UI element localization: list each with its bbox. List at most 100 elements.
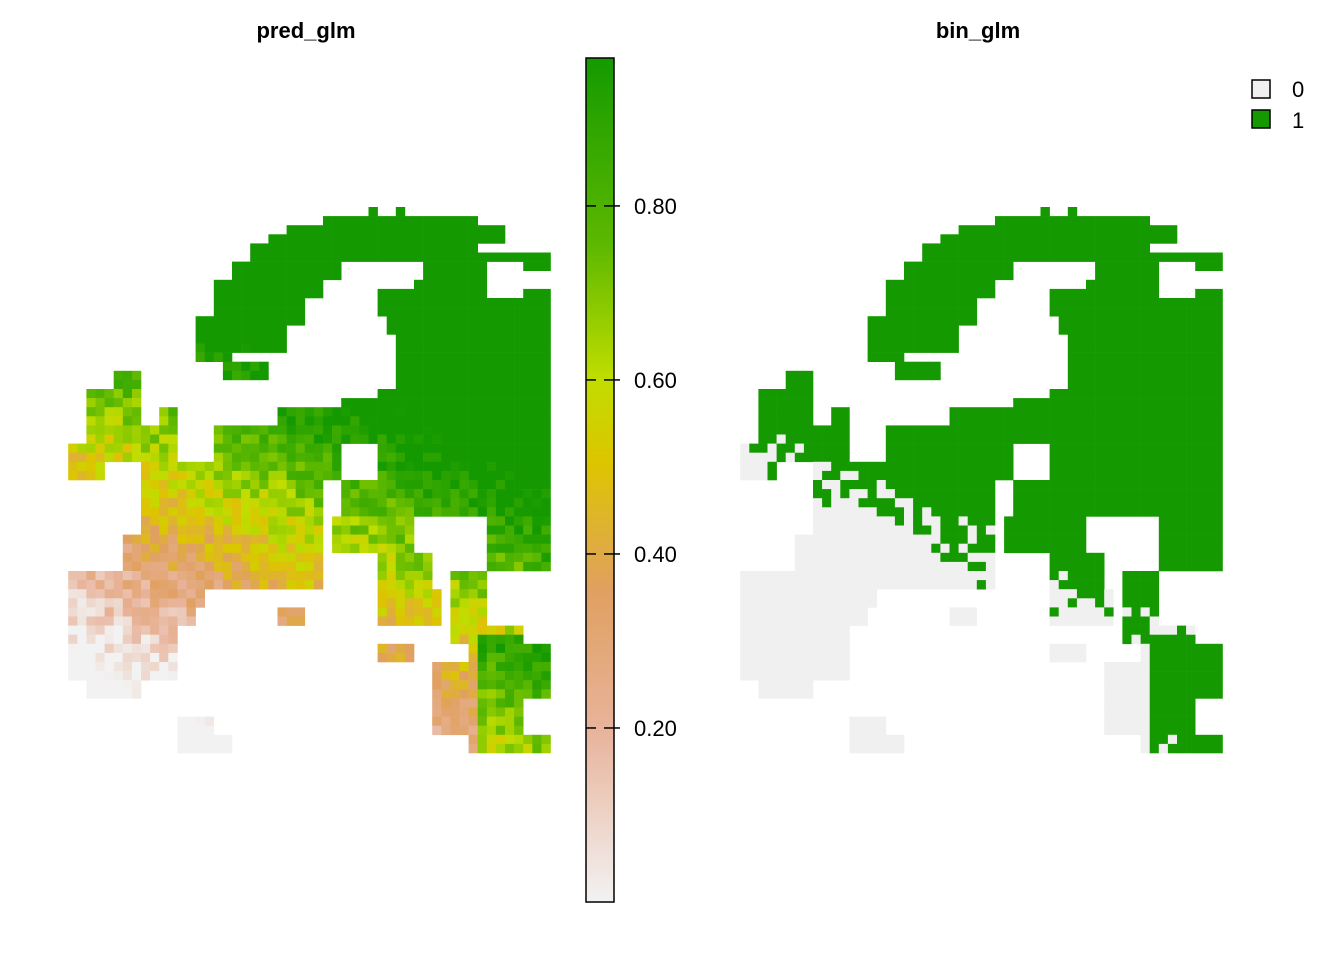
bin-cell xyxy=(822,652,832,663)
bin-cell xyxy=(1049,561,1059,572)
bin-cell xyxy=(776,416,786,426)
pred-cell xyxy=(432,270,442,281)
pred-cell xyxy=(395,398,406,408)
pred-cell xyxy=(495,334,506,344)
pred-cell xyxy=(222,571,233,581)
bin-cell xyxy=(985,279,996,290)
pred-cell xyxy=(250,243,260,253)
bin-cell xyxy=(1177,434,1187,444)
pred-cell xyxy=(432,680,442,690)
bin-cell xyxy=(1049,470,1059,481)
bin-cell xyxy=(813,470,823,481)
pred-cell xyxy=(277,425,287,435)
pred-cell xyxy=(259,325,269,335)
bin-cell xyxy=(1086,343,1096,353)
bin-cell xyxy=(785,607,796,617)
pred-cell xyxy=(495,689,506,699)
bin-cell xyxy=(1086,616,1096,626)
bin-cell xyxy=(1149,298,1160,308)
pred-cell xyxy=(122,680,133,690)
bin-cell xyxy=(1095,498,1105,508)
bin-cell xyxy=(813,589,823,599)
pred-cell xyxy=(95,689,105,699)
bin-cell xyxy=(1195,416,1205,426)
bin-cell xyxy=(840,616,850,626)
pred-cell xyxy=(350,398,360,408)
pred-cell xyxy=(195,352,205,362)
bin-cell xyxy=(1049,652,1059,663)
pred-cell xyxy=(486,425,497,435)
bin-cell xyxy=(1086,243,1096,253)
bin-cell xyxy=(967,316,978,326)
bin-cell xyxy=(940,534,950,544)
pred-cell xyxy=(368,434,378,444)
pred-cell xyxy=(414,243,424,253)
pred-cell xyxy=(304,261,315,271)
bin-cell xyxy=(1040,489,1050,499)
pred-cell xyxy=(77,634,87,645)
pred-cell xyxy=(486,634,497,645)
bin-cell xyxy=(985,507,996,517)
pred-cell xyxy=(459,680,469,690)
pred-cell xyxy=(177,589,187,599)
pred-cell xyxy=(486,743,497,754)
pred-cell xyxy=(350,516,360,526)
pred-cell xyxy=(295,243,306,253)
pred-cell xyxy=(514,525,524,535)
bin-cell xyxy=(1140,261,1150,271)
bin-cell xyxy=(894,361,905,372)
pred-cell xyxy=(477,352,488,362)
pred-cell xyxy=(159,452,169,463)
pred-cell xyxy=(432,379,442,390)
bin-cell xyxy=(1213,516,1223,526)
pred-cell xyxy=(541,343,551,353)
pred-cell xyxy=(268,507,278,517)
bin-cell xyxy=(1177,498,1187,508)
pred-cell xyxy=(377,552,387,563)
bin-cell xyxy=(1204,434,1214,444)
pred-cell xyxy=(131,389,142,399)
bin-cell xyxy=(922,261,932,271)
bin-cell xyxy=(931,261,941,271)
bin-cell xyxy=(1122,470,1132,481)
pred-cell xyxy=(423,416,433,426)
pred-cell xyxy=(423,261,433,271)
bin-cell xyxy=(1149,261,1160,271)
bin-cell xyxy=(894,525,905,535)
pred-cell xyxy=(277,470,287,481)
bin-cell xyxy=(967,407,978,417)
bin-cell xyxy=(985,261,996,271)
colorbar-ticks: 0.800.600.400.20 xyxy=(586,194,677,741)
bin-cell xyxy=(1113,361,1123,372)
bin-cell xyxy=(1076,225,1087,235)
pred-cell xyxy=(150,598,160,608)
pred-cell xyxy=(232,316,242,326)
pred-cell xyxy=(450,416,460,426)
bin-cell xyxy=(1149,370,1160,381)
bin-cell xyxy=(940,425,950,435)
bin-cell xyxy=(1104,480,1114,490)
pred-cell xyxy=(204,561,215,572)
pred-cell xyxy=(477,270,488,281)
bin-cell xyxy=(794,589,805,599)
pred-cell xyxy=(486,334,497,344)
bin-cell xyxy=(1204,470,1214,481)
pred-cell xyxy=(541,561,551,572)
bin-cell xyxy=(1140,743,1150,754)
bin-cell xyxy=(904,534,914,544)
pred-cell xyxy=(459,352,469,362)
bin-cell xyxy=(931,298,941,308)
pred-cell xyxy=(277,325,287,335)
bin-cell xyxy=(1095,216,1105,226)
bin-cell xyxy=(749,571,759,581)
bin-cell xyxy=(885,480,896,490)
pred-cell xyxy=(432,662,442,672)
pred-cell xyxy=(423,461,433,472)
pred-cell xyxy=(68,580,78,590)
bin-cell xyxy=(831,589,841,599)
pred-cell xyxy=(477,434,488,444)
bin-cell xyxy=(1140,643,1150,654)
pred-cell xyxy=(495,425,506,435)
bin-cell xyxy=(1095,616,1105,626)
bin-cell xyxy=(876,470,887,481)
